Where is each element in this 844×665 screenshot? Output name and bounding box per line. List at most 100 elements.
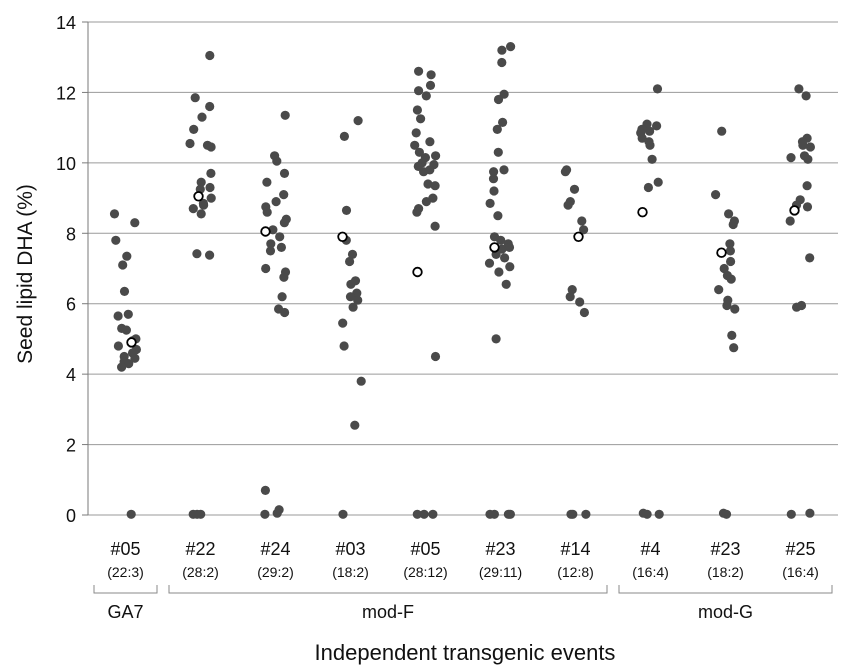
data-point [642, 509, 652, 519]
data-point [726, 256, 736, 267]
data-point [500, 253, 510, 263]
data-point [260, 509, 270, 519]
data-point [119, 286, 130, 296]
data-point [430, 221, 440, 231]
data-point [121, 325, 131, 335]
group-bracket [618, 585, 833, 594]
data-point [653, 177, 663, 187]
data-point [188, 204, 198, 214]
data-point [262, 207, 272, 217]
data-point [786, 509, 796, 519]
data-point [484, 258, 495, 268]
x-tick-label: #24 [260, 539, 290, 559]
data-point [801, 91, 811, 101]
data-point [260, 485, 270, 495]
data-point [802, 202, 813, 212]
data-point [491, 334, 501, 344]
data-point [505, 262, 515, 272]
data-point [190, 93, 200, 103]
data-point [496, 235, 506, 245]
data-point [356, 376, 366, 386]
data-point [497, 45, 507, 55]
data-point [489, 509, 499, 519]
x-tick-label: #25 [785, 539, 815, 559]
data-point [798, 140, 808, 150]
data-point [113, 341, 123, 351]
data-point [501, 279, 511, 289]
data-point [205, 182, 215, 193]
x-tick-sublabel: (18:2) [332, 564, 369, 580]
data-point [205, 250, 215, 260]
x-tick-sublabel: (16:4) [782, 564, 819, 580]
data-point [714, 285, 724, 295]
x-tick-sublabel: (18:2) [707, 564, 744, 580]
data-point [643, 182, 654, 193]
data-point [506, 42, 516, 52]
data-point [341, 205, 352, 215]
group-brackets: GA7 mod-F mod-G [93, 585, 833, 622]
group-bracket [168, 585, 608, 594]
data-point [566, 509, 576, 519]
data-point [189, 124, 199, 134]
data-point [205, 101, 215, 112]
data-point [493, 211, 503, 221]
data-point [414, 66, 424, 76]
data-point [197, 112, 207, 122]
data-point [339, 341, 349, 351]
group-label: mod-G [698, 602, 753, 622]
x-tick-label: #03 [335, 539, 365, 559]
data-point [430, 351, 441, 362]
data-point [428, 509, 438, 519]
group-label: mod-F [362, 602, 414, 622]
data-point [730, 304, 740, 314]
data-point [111, 235, 121, 245]
data-point [725, 246, 736, 256]
data-point [350, 420, 360, 430]
data-point [724, 209, 734, 219]
data-point [430, 181, 440, 191]
data-point [414, 86, 424, 96]
group-bracket [93, 585, 158, 594]
data-point [339, 131, 349, 141]
x-tick-sublabel: (12:8) [557, 564, 594, 580]
data-point [652, 84, 663, 94]
data-point [192, 249, 202, 259]
data-point [412, 207, 422, 217]
data-point [719, 263, 729, 274]
y-tick-label: 8 [66, 224, 76, 244]
y-tick-label: 6 [66, 295, 76, 315]
data-point [272, 508, 282, 518]
data-point [497, 57, 507, 68]
mean-point [716, 247, 727, 258]
data-point [426, 70, 436, 80]
x-tick-sublabel: (28:2) [182, 564, 219, 580]
data-point [276, 242, 286, 252]
x-tick-label: #05 [410, 539, 440, 559]
data-point [581, 509, 591, 519]
data-point [206, 168, 216, 178]
data-point [567, 285, 577, 295]
mean-point [126, 337, 137, 348]
group-label: GA7 [107, 602, 143, 622]
data-point [645, 140, 655, 150]
x-tick-label: #4 [640, 539, 660, 559]
data-point [411, 128, 421, 138]
data-point [113, 311, 123, 321]
y-tick-label: 12 [56, 83, 76, 103]
data-point [503, 509, 513, 519]
mean-point [573, 231, 584, 243]
data-point [497, 244, 507, 254]
x-axis-title: Independent transgenic events [315, 640, 616, 665]
data-point [126, 509, 136, 519]
data-point [654, 509, 664, 519]
data-point [280, 110, 290, 120]
data-point [117, 362, 127, 372]
data-point [794, 84, 804, 94]
mean-point [337, 231, 348, 243]
mean-point [489, 242, 500, 253]
data-point [192, 509, 202, 519]
data-point [563, 200, 573, 210]
y-tick-label: 0 [66, 506, 76, 526]
data-point [805, 508, 815, 518]
